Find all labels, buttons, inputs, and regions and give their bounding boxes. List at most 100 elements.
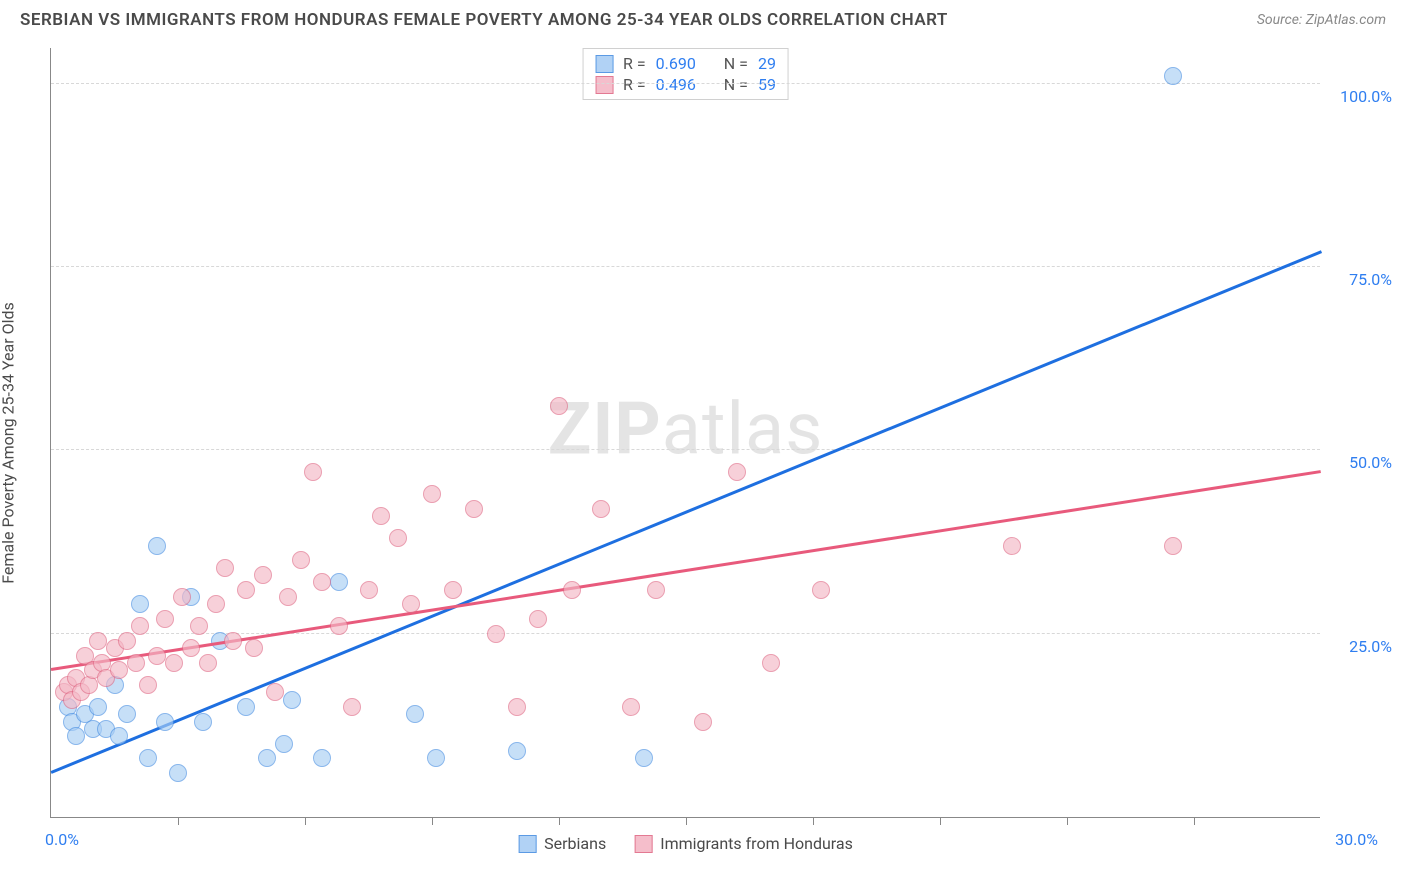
data-point [254,566,272,584]
data-point [148,537,166,555]
chart-title: SERBIAN VS IMMIGRANTS FROM HONDURAS FEMA… [20,10,948,30]
data-point [694,713,712,731]
x-tick-label: 0.0% [45,830,79,849]
data-point [89,698,107,716]
data-point [762,654,780,672]
data-point [402,595,420,613]
data-point [728,463,746,481]
series-legend: Serbians Immigrants from Honduras [518,834,853,853]
data-point [292,551,310,569]
data-point [427,749,445,767]
legend-swatch [595,76,613,94]
legend-swatch [634,835,652,853]
legend-row: R =0.690 N =29 [595,53,776,74]
data-point [237,581,255,599]
data-point [1164,537,1182,555]
data-point [487,625,505,643]
legend-swatch [595,55,613,73]
data-point [529,610,547,628]
x-tick [940,817,941,825]
data-point [110,661,128,679]
data-point [550,397,568,415]
y-tick-label: 50.0% [1349,453,1392,472]
data-point [406,705,424,723]
x-tick [559,817,560,825]
data-point [465,500,483,518]
data-point [199,654,217,672]
x-tick [1194,817,1195,825]
data-point [127,654,145,672]
data-point [182,639,200,657]
watermark: ZIPatlas [548,386,824,471]
data-point [343,698,361,716]
legend-row: R =0.496 N =59 [595,74,776,95]
data-point [258,749,276,767]
data-point [165,654,183,672]
data-point [592,500,610,518]
trend-line [51,250,1322,773]
data-point [313,573,331,591]
data-point [508,698,526,716]
data-point [330,617,348,635]
x-tick [178,817,179,825]
x-tick [432,817,433,825]
data-point [67,727,85,745]
data-point [423,485,441,503]
x-tick [686,817,687,825]
data-point [635,749,653,767]
data-point [812,581,830,599]
correlation-legend: R =0.690 N =29R =0.496 N =59 [582,48,789,100]
data-point [1164,67,1182,85]
data-point [1003,537,1021,555]
data-point [139,749,157,767]
data-point [139,676,157,694]
data-point [156,610,174,628]
data-point [444,581,462,599]
data-point [169,764,187,782]
legend-label: Serbians [544,834,606,853]
data-point [89,632,107,650]
data-point [110,727,128,745]
x-tick [305,817,306,825]
x-tick [813,817,814,825]
legend-item: Serbians [518,834,606,853]
data-point [330,573,348,591]
data-point [245,639,263,657]
data-point [207,595,225,613]
data-point [237,698,255,716]
source-attribution: Source: ZipAtlas.com [1257,12,1386,28]
data-point [622,698,640,716]
data-point [148,647,166,665]
x-tick [1067,817,1068,825]
data-point [118,632,136,650]
data-point [389,529,407,547]
data-point [647,581,665,599]
y-tick-label: 75.0% [1349,270,1392,289]
y-tick-label: 25.0% [1349,637,1392,656]
data-point [283,691,301,709]
y-axis-label: Female Poverty Among 25-34 Year Olds [0,302,18,584]
data-point [190,617,208,635]
data-point [266,683,284,701]
data-point [194,713,212,731]
data-point [224,632,242,650]
gridline [51,449,1320,450]
gridline [51,266,1320,267]
plot-area: ZIPatlas R =0.690 N =29R =0.496 N =59 Se… [50,48,1320,818]
legend-item: Immigrants from Honduras [634,834,853,853]
data-point [304,463,322,481]
data-point [279,588,297,606]
legend-label: Immigrants from Honduras [660,834,853,853]
gridline [51,633,1320,634]
y-tick-label: 100.0% [1340,87,1392,106]
x-tick-label: 30.0% [1335,830,1378,849]
data-point [313,749,331,767]
data-point [372,507,390,525]
data-point [173,588,191,606]
data-point [131,617,149,635]
data-point [216,559,234,577]
data-point [508,742,526,760]
data-point [360,581,378,599]
gridline [51,83,1320,84]
legend-swatch [518,835,536,853]
